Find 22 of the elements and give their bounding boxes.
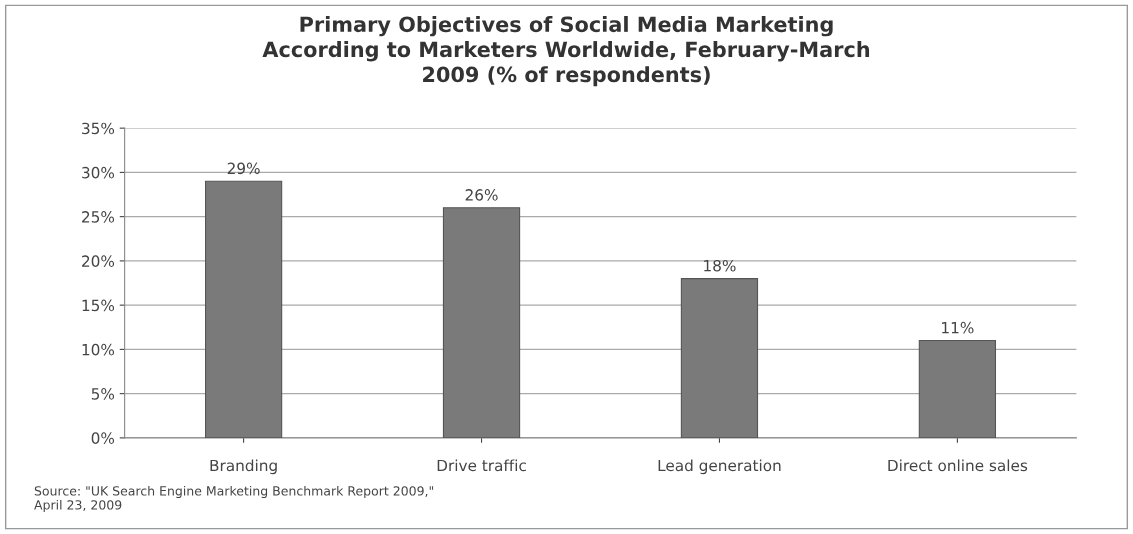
x-tick-label: Branding (210, 459, 277, 475)
bar (918, 339, 997, 438)
x-tick-label: Drive traffic (437, 459, 526, 472)
bar (680, 278, 759, 438)
y-tick-label: 10% (82, 343, 115, 356)
data-label: 29% (227, 162, 260, 175)
x-tick-label: Direct online sales (888, 459, 1028, 472)
data-label: 18% (704, 259, 736, 272)
y-tick-label: 5% (91, 388, 115, 400)
bar (204, 180, 283, 438)
bar (442, 207, 521, 438)
x-tick-label: Lead generation (658, 459, 781, 475)
chart-title: Primary Objectives of Social Media Marketing According to Marketers Worldwide, February-March 2009 (% of respondents) (262, 16, 870, 87)
y-tick-label: 20% (82, 255, 115, 267)
source-note: Source: "UK Search Engine Marketing Benchmark Report 2009," April 23, 2009 (34, 485, 434, 513)
y-tick-label: 35% (82, 122, 115, 135)
data-label: 11% (942, 321, 974, 334)
data-label: 26% (465, 189, 498, 201)
y-tick-label: 30% (82, 166, 115, 179)
y-tick-label: 0% (91, 432, 115, 444)
y-tick-label: 15% (82, 299, 115, 312)
y-tick-label: 25% (82, 211, 115, 223)
